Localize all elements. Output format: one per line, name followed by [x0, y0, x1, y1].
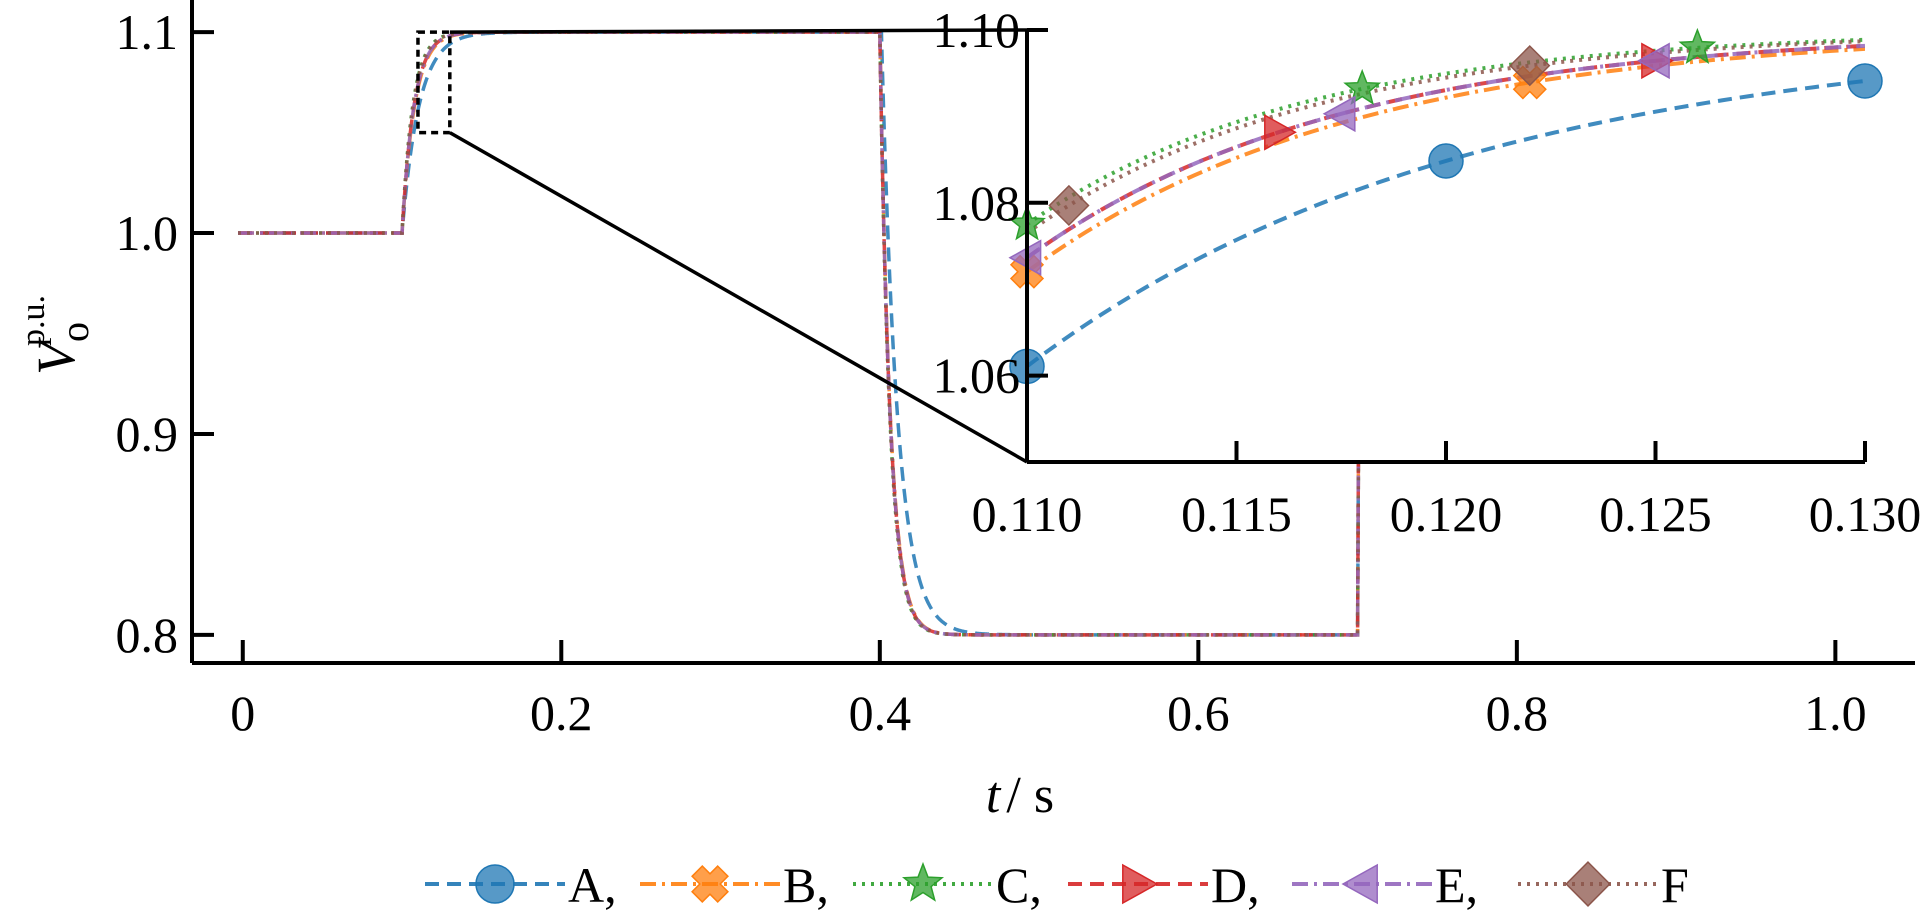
main-x-ticks: 0 0.2 0.4 0.6 0.8 1.0	[230, 640, 1867, 741]
legend-item-F: F	[1518, 857, 1689, 913]
y-axis-title-sub: o	[52, 322, 97, 342]
zoom-connector-bottom	[448, 131, 1028, 464]
inset-y-tick-label-2: 1.10	[933, 2, 1021, 58]
inset-marker-F-0	[1048, 184, 1090, 227]
y-tick-label-2: 1.0	[116, 205, 179, 261]
legend-item-D: D,	[1068, 857, 1260, 913]
inset-marker-C-1	[1343, 68, 1382, 105]
y-axis-title: Vop.u.	[15, 295, 97, 375]
inset-x-tick-label-0: 0.110	[972, 486, 1083, 542]
inset-marker-D-0	[1264, 114, 1297, 151]
legend-label-D: D,	[1211, 857, 1260, 913]
y-axis-title-main: V	[26, 336, 86, 375]
x-axis-title-unit: / s	[1006, 767, 1054, 824]
x-tick-label-4: 0.8	[1486, 685, 1549, 741]
main-y-ticks: 0.8 0.9 1.0 1.1	[116, 4, 214, 663]
legend-marker-C	[901, 861, 945, 902]
legend-marker-A	[475, 864, 515, 904]
y-tick-label-1: 0.9	[116, 406, 179, 462]
x-axis-title: t / s	[986, 767, 1054, 824]
legend-label-F: F	[1661, 857, 1689, 913]
legend-item-E: E,	[1292, 857, 1478, 913]
x-tick-label-3: 0.6	[1167, 685, 1230, 741]
legend-label-B: B,	[783, 857, 829, 913]
inset-series	[1027, 37, 1865, 368]
zoom-indicator	[416, 28, 1028, 464]
inset-marker-A-1	[1428, 143, 1464, 179]
inset-y-ticks: 1.06 1.08 1.10	[933, 2, 1048, 404]
x-tick-label-1: 0.2	[530, 685, 593, 741]
y-tick-label-3: 1.1	[116, 4, 179, 60]
inset-x-tick-label-3: 0.125	[1599, 486, 1712, 542]
legend-label-C: C,	[996, 857, 1042, 913]
inset-background	[1027, 30, 1865, 462]
legend-item-A: A,	[425, 857, 617, 913]
inset-marker-E-1	[1322, 95, 1356, 133]
legend-marker-E	[1341, 863, 1378, 905]
inset-x-ticks: 0.110 0.115 0.120 0.125 0.130	[972, 441, 1922, 542]
inset-axes: 0.110 0.115 0.120 0.125 0.130 1.06 1.08 1.10	[933, 2, 1922, 542]
inset-x-tick-label-1: 0.115	[1181, 486, 1292, 542]
zoom-box	[416, 30, 452, 135]
legend: A, B, C, D, E, F	[425, 857, 1689, 913]
zoom-connector-top	[449, 28, 1028, 34]
x-tick-label-5: 1.0	[1804, 685, 1867, 741]
legend-marker-D	[1122, 863, 1159, 905]
inset-line-E	[1027, 43, 1865, 260]
inset-x-tick-label-4: 0.130	[1809, 486, 1922, 542]
legend-label-A: A,	[568, 857, 617, 913]
x-tick-label-2: 0.4	[849, 685, 912, 741]
legend-item-B: B,	[640, 857, 829, 913]
inset-line-B	[1027, 46, 1865, 274]
legend-label-E: E,	[1435, 857, 1478, 913]
legend-item-C: C,	[853, 857, 1042, 913]
inset-x-tick-label-2: 0.120	[1390, 486, 1503, 542]
legend-marker-F	[1565, 861, 1611, 907]
inset-marker-E-2	[1636, 42, 1670, 80]
legend-marker-B	[691, 865, 729, 903]
x-tick-label-0: 0	[230, 685, 255, 741]
y-tick-label-0: 0.8	[116, 607, 179, 663]
x-axis-title-variable: t	[986, 767, 1002, 824]
inset-y-tick-label-1: 1.08	[933, 175, 1021, 231]
inset-marker-C-2	[1678, 27, 1717, 64]
inset-y-tick-label-0: 1.06	[933, 348, 1021, 404]
inset-marker-F-1	[1509, 45, 1551, 87]
y-axis-title-sup: p.u.	[15, 295, 52, 346]
inset-marker-A-2	[1847, 63, 1883, 99]
main-axes	[190, 0, 1915, 665]
inset-line-F	[1027, 39, 1865, 235]
